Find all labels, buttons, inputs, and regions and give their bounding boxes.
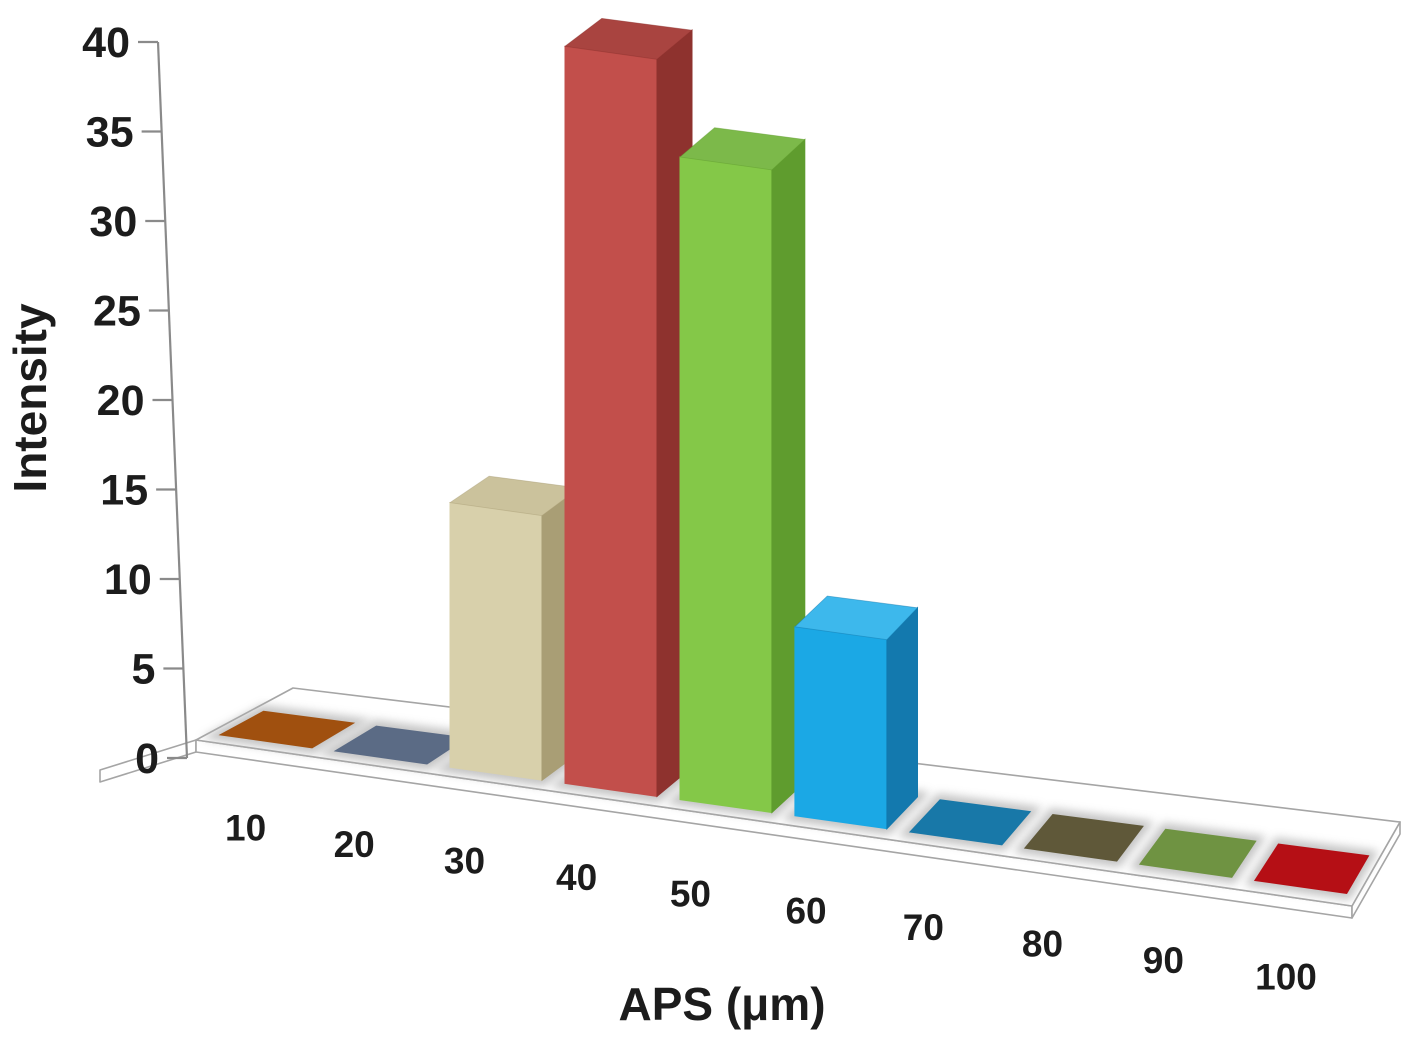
x-category-label: 70 — [903, 907, 944, 948]
tile-80 — [1013, 808, 1154, 868]
bar-side-face — [886, 606, 918, 830]
bar-40 — [549, 17, 707, 803]
x-category-label: 40 — [556, 857, 597, 898]
y-tick-label: 35 — [86, 109, 134, 157]
tile-face-90 — [1138, 828, 1257, 878]
bar-60 — [781, 595, 931, 836]
x-category-label: 10 — [225, 807, 266, 848]
bar-front-face — [449, 502, 543, 781]
y-tick-label: 5 — [131, 646, 155, 694]
x-category-label: 100 — [1255, 957, 1317, 998]
tile-face-10 — [218, 710, 356, 749]
y-tick-label: 25 — [93, 288, 141, 336]
x-category-label: 50 — [670, 874, 711, 915]
y-tick-label: 20 — [97, 377, 145, 425]
bar-top-face — [563, 17, 693, 60]
tile-face-70 — [908, 799, 1032, 846]
x-category-label: 80 — [1022, 924, 1063, 965]
y-axis-title: Intensity — [4, 303, 56, 493]
y-tick-label: 0 — [135, 735, 159, 783]
bar-front-face — [564, 45, 658, 797]
x-axis-title: APS (μm) — [618, 978, 826, 1030]
bar-top-face — [679, 127, 806, 171]
tile-face-80 — [1023, 813, 1144, 862]
bar-front-face — [794, 626, 888, 830]
x-category-label: 30 — [444, 841, 485, 882]
bar-30 — [433, 475, 595, 787]
bar-50 — [665, 127, 819, 819]
tile-90 — [1129, 822, 1267, 884]
tile-100 — [1244, 837, 1379, 901]
bar-front-face — [679, 156, 773, 814]
tile-10 — [201, 705, 372, 755]
tile-70 — [897, 793, 1043, 852]
x-category-label: 90 — [1143, 940, 1184, 981]
y-tick-label: 40 — [82, 19, 130, 67]
y-tick-label: 15 — [100, 467, 148, 515]
y-tick-label: 30 — [89, 198, 137, 246]
bar-top-face — [794, 595, 919, 641]
y-tick-label: 10 — [104, 556, 152, 604]
tile-face-100 — [1253, 843, 1370, 895]
x-category-label: 60 — [785, 890, 826, 931]
x-category-label: 20 — [334, 824, 375, 865]
